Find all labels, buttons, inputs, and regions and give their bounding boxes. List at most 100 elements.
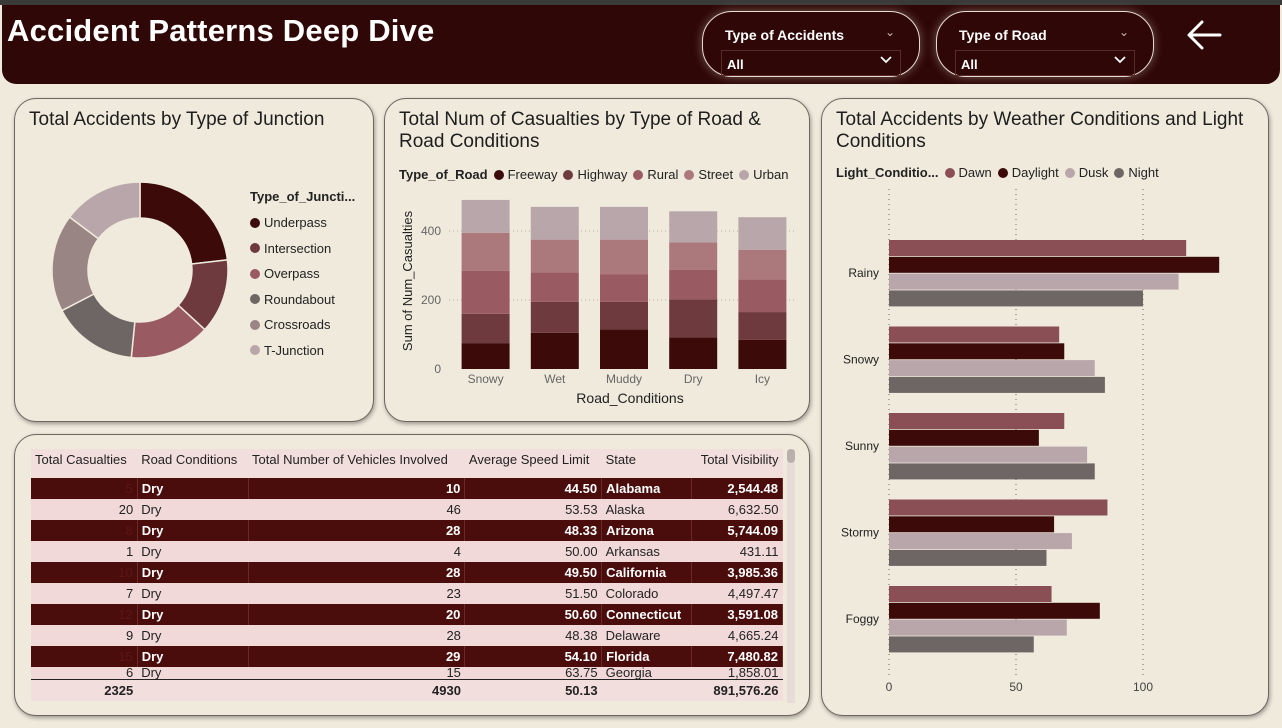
chevron-down-icon[interactable] [878, 52, 894, 71]
bar-segment-street-wet[interactable] [530, 239, 579, 273]
bar-snowy-night[interactable] [889, 376, 1105, 393]
bar-segment-highway-icy[interactable] [738, 312, 787, 340]
column-header[interactable]: Total Casualties [35, 452, 127, 467]
table-row[interactable]: 7 Dry 23 51.50 Colorado 4,497.47 [31, 583, 783, 604]
horizontal-bar-chart[interactable]: 0 50 100 Rainy Snowy Sunny Stormy Foggy [822, 187, 1269, 712]
collapse-chevron-icon[interactable]: ⌄ [1118, 25, 1129, 39]
bar-segment-urban-icy[interactable] [738, 217, 787, 250]
stacked-bar-chart[interactable]: 0 200 400 Snowy Wet Muddy Dry Icy Road_Condition… [385, 187, 810, 417]
table-row[interactable]: 5 Dry 10 44.50 Alabama 2,544.48 [31, 478, 784, 499]
legend-dot [250, 345, 260, 356]
legend-item[interactable]: Overpass [250, 261, 361, 287]
bar-segment-urban-wet[interactable] [530, 206, 579, 240]
legend-item[interactable]: Daylight [997, 165, 1059, 180]
chevron-down-icon[interactable] [1112, 52, 1128, 71]
column-header[interactable]: Total Number of Vehicles Involved [252, 452, 448, 467]
bar-foggy-night[interactable] [889, 636, 1034, 653]
slicer-type-of-accidents[interactable]: Type of Accidents ⌄ All [702, 11, 920, 77]
bar-segment-freeway-snowy[interactable] [461, 343, 510, 369]
bar-segment-street-muddy[interactable] [600, 239, 648, 275]
bar-rainy-daylight[interactable] [889, 256, 1220, 273]
bar-segment-rural-snowy[interactable] [461, 270, 510, 314]
bar-segment-rural-dry[interactable] [669, 269, 718, 300]
column-header[interactable]: Total Visibility [700, 452, 779, 467]
bar-segment-highway-snowy[interactable] [461, 313, 510, 344]
bar-segment-rural-wet[interactable] [530, 272, 579, 302]
bar-segment-urban-snowy[interactable] [461, 199, 510, 233]
bar-segment-rural-icy[interactable] [738, 279, 787, 313]
legend-item[interactable]: T-Junction [250, 338, 361, 364]
legend-item[interactable]: Urban [739, 167, 789, 182]
bar-segment-urban-muddy[interactable] [600, 206, 648, 240]
table-row[interactable]: 9 Dry 28 48.38 Delaware 4,665.24 [31, 625, 783, 646]
bar-snowy-dawn[interactable] [889, 326, 1060, 343]
donut-chart[interactable] [15, 139, 235, 399]
table-cell: 53.53 [464, 499, 602, 520]
bar-segment-freeway-icy[interactable] [738, 339, 787, 369]
bar-segment-highway-dry[interactable] [669, 299, 718, 338]
table-row[interactable]: 12 Dry 20 50.60 Connecticut 3,591.08 [31, 604, 784, 625]
table-row[interactable]: 6 Dry 15 63.75 Georgia 1,858.01 [31, 667, 783, 680]
legend-item[interactable]: Intersection [250, 236, 361, 262]
bar-sunny-daylight[interactable] [889, 429, 1039, 446]
bar-rainy-dusk[interactable] [889, 273, 1179, 290]
y-tick-label: 200 [421, 293, 441, 307]
column-header[interactable]: State [605, 452, 636, 467]
legend-item[interactable]: Underpass [250, 210, 361, 236]
bar-segment-rural-muddy[interactable] [600, 274, 648, 302]
table-cell: 15 [31, 646, 138, 667]
legend-item[interactable]: Freeway [493, 167, 557, 182]
donut-slice-t-junction[interactable] [68, 181, 141, 240]
bar-segment-freeway-dry[interactable] [669, 337, 718, 369]
legend-item[interactable]: Dusk [1064, 165, 1108, 180]
bar-rainy-night[interactable] [889, 290, 1143, 307]
bar-sunny-dusk[interactable] [889, 446, 1088, 463]
bar-stormy-night[interactable] [889, 549, 1047, 566]
scrollbar-thumb[interactable] [787, 449, 795, 463]
bar-stormy-daylight[interactable] [889, 516, 1055, 533]
bar-segment-highway-wet[interactable] [530, 301, 579, 333]
bar-snowy-daylight[interactable] [889, 343, 1065, 360]
table-scrollbar[interactable] [787, 449, 795, 703]
bar-foggy-dusk[interactable] [889, 619, 1067, 636]
bar-segment-street-dry[interactable] [669, 242, 718, 270]
bar-segment-highway-muddy[interactable] [600, 301, 648, 330]
donut-slice-underpass[interactable] [139, 181, 229, 265]
table-cell: 23 [248, 583, 465, 604]
bar-segment-street-icy[interactable] [738, 249, 787, 280]
table-row[interactable]: 10 Dry 28 49.50 California 3,985.36 [31, 562, 784, 583]
table-row[interactable]: 15 Dry 29 54.10 Florida 7,480.82 [31, 646, 784, 667]
bar-stormy-dawn[interactable] [889, 499, 1108, 516]
slicer-dropdown[interactable]: All [721, 50, 901, 76]
table-cell: 50.60 [464, 604, 603, 625]
bar-foggy-daylight[interactable] [889, 602, 1100, 619]
collapse-chevron-icon[interactable]: ⌄ [884, 25, 895, 39]
legend-item[interactable]: Highway [563, 167, 627, 182]
bar-segment-street-snowy[interactable] [461, 232, 510, 271]
slicer-dropdown[interactable]: All [955, 50, 1135, 76]
table-container[interactable]: Total Casualties Road Conditions Total N… [31, 449, 784, 701]
legend-item[interactable]: Rural [633, 167, 678, 182]
table-cell: 50.00 [464, 541, 602, 562]
table-row[interactable]: 8 Dry 28 48.33 Arizona 5,744.09 [31, 520, 784, 541]
legend-item[interactable]: Roundabout [250, 287, 361, 313]
legend-item[interactable]: Dawn [944, 165, 992, 180]
bar-segment-freeway-muddy[interactable] [600, 329, 648, 369]
legend-item[interactable]: Night [1114, 165, 1159, 180]
bar-sunny-dawn[interactable] [889, 413, 1065, 429]
bar-snowy-dusk[interactable] [889, 360, 1095, 377]
table-row[interactable]: 20 Dry 46 53.53 Alaska 6,632.50 [31, 499, 783, 520]
bar-rainy-dawn[interactable] [889, 240, 1187, 256]
bar-sunny-night[interactable] [889, 463, 1095, 480]
back-arrow-icon[interactable] [1182, 15, 1228, 55]
legend-item[interactable]: Crossroads [250, 312, 361, 338]
column-header[interactable]: Road Conditions [141, 452, 238, 467]
legend-item[interactable]: Street [684, 167, 733, 182]
bar-foggy-dawn[interactable] [889, 586, 1052, 602]
bar-stormy-dusk[interactable] [889, 533, 1072, 550]
column-header[interactable]: Average Speed Limit [468, 452, 590, 467]
slicer-type-of-road[interactable]: Type of Road ⌄ All [936, 11, 1154, 77]
bar-segment-freeway-wet[interactable] [530, 332, 579, 369]
bar-segment-urban-dry[interactable] [669, 211, 718, 243]
table-row[interactable]: 1 Dry 4 50.00 Arkansas 431.11 [31, 541, 783, 562]
